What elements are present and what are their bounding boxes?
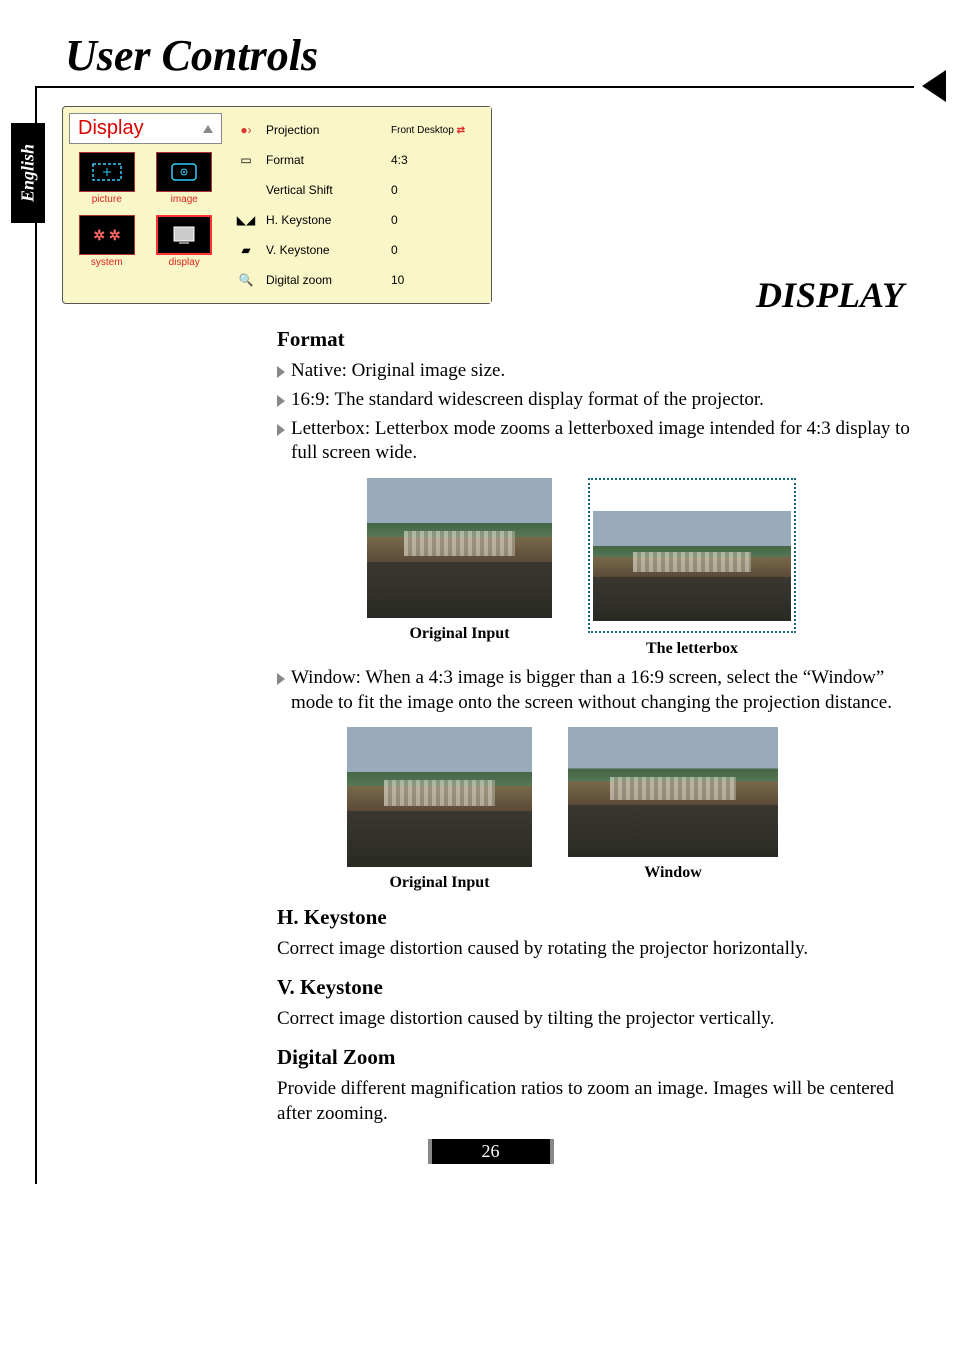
letterbox-example-row: Original Input The letterbox <box>367 478 914 660</box>
hkeystone-icon: ◣◢ <box>234 213 258 227</box>
page-number: 26 <box>428 1139 554 1164</box>
original-input-col-1: Original Input <box>367 478 552 660</box>
vkeystone-heading: V. Keystone <box>277 974 914 1001</box>
osd-tab-display[interactable]: display <box>151 215 219 268</box>
osd-row-vkey[interactable]: ▰ V. Keystone 0 <box>234 235 481 265</box>
osd-row-projection[interactable]: ●› Projection Front Desktop ⇄ <box>234 115 481 145</box>
window-image <box>568 727 778 857</box>
corner-arrow-icon <box>922 70 946 102</box>
digitalzoom-text: Provide different magnification ratios t… <box>277 1077 914 1126</box>
bullet-icon <box>277 673 285 685</box>
osd-projection-value: Front Desktop ⇄ <box>391 125 481 136</box>
projector-icon: ●› <box>234 123 258 137</box>
bullet-icon <box>277 366 285 378</box>
bullet-native-text: Native: Original image size. <box>291 359 914 384</box>
osd-title-bar: Display <box>69 113 222 144</box>
osd-tab-system[interactable]: ✲ ✲ system <box>73 215 141 268</box>
svg-text:✲ ✲: ✲ ✲ <box>93 227 121 243</box>
letterbox-image <box>588 478 796 633</box>
osd-dzoom-label: Digital zoom <box>258 273 391 287</box>
letterbox-col: The letterbox <box>588 478 796 660</box>
bullet-icon <box>277 395 285 407</box>
display-icon <box>164 221 204 249</box>
bullet-letterbox-text: Letterbox: Letterbox mode zooms a letter… <box>291 417 914 466</box>
system-icon: ✲ ✲ <box>87 221 127 249</box>
window-example-row: Original Input Window <box>347 727 914 894</box>
original-input-col-2: Original Input <box>347 727 532 894</box>
content-frame: English Display picture <box>35 86 914 1184</box>
picture-icon <box>87 158 127 186</box>
original-input-caption-2: Original Input <box>389 873 489 894</box>
page-title: User Controls <box>65 30 914 81</box>
page-number-wrap: 26 <box>67 1139 914 1164</box>
osd-tab-image-label: image <box>171 194 198 205</box>
osd-format-value: 4:3 <box>391 153 481 167</box>
osd-vkey-value: 0 <box>391 243 481 257</box>
osd-tab-grid: picture image ✲ ✲ system <box>69 152 222 268</box>
zoom-icon: 🔍 <box>234 273 258 287</box>
osd-title: Display <box>78 117 144 140</box>
bullet-window-text: Window: When a 4:3 image is bigger than … <box>291 666 914 715</box>
osd-tab-system-label: system <box>91 257 123 268</box>
osd-hkey-value: 0 <box>391 213 481 227</box>
osd-vkey-label: V. Keystone <box>258 243 391 257</box>
osd-menu: Display picture image <box>62 106 492 304</box>
bullet-169-text: 16:9: The standard widescreen display fo… <box>291 388 914 413</box>
osd-format-label: Format <box>258 153 391 167</box>
digitalzoom-heading: Digital Zoom <box>277 1044 914 1071</box>
original-input-caption-1: Original Input <box>409 624 509 645</box>
swap-icon: ⇄ <box>457 125 465 136</box>
bullet-letterbox: Letterbox: Letterbox mode zooms a letter… <box>277 417 914 466</box>
osd-row-dzoom[interactable]: 🔍 Digital zoom 10 <box>234 265 481 295</box>
osd-dzoom-value: 10 <box>391 273 481 287</box>
osd-left-panel: Display picture image <box>63 107 228 303</box>
vkeystone-text: Correct image distortion caused by tilti… <box>277 1007 914 1032</box>
osd-vshift-label: Vertical Shift <box>258 183 391 197</box>
osd-vshift-value: 0 <box>391 183 481 197</box>
language-tab: English <box>11 123 45 223</box>
body-content: Format Native: Original image size. 16:9… <box>67 326 914 1127</box>
osd-tab-picture[interactable]: picture <box>73 152 141 205</box>
hkeystone-text: Correct image distortion caused by rotat… <box>277 937 914 962</box>
original-input-image-2 <box>347 727 532 867</box>
vkeystone-icon: ▰ <box>234 243 258 257</box>
image-icon <box>164 158 204 186</box>
osd-right-panel: ●› Projection Front Desktop ⇄ ▭ Format 4… <box>228 107 491 303</box>
osd-row-vshift[interactable]: Vertical Shift 0 <box>234 175 481 205</box>
hkeystone-heading: H. Keystone <box>277 904 914 931</box>
osd-hkey-label: H. Keystone <box>258 213 391 227</box>
osd-title-icon <box>203 125 213 133</box>
window-caption: Window <box>644 863 702 884</box>
osd-tab-display-label: display <box>169 257 200 268</box>
bullet-icon <box>277 424 285 436</box>
osd-row-hkey[interactable]: ◣◢ H. Keystone 0 <box>234 205 481 235</box>
osd-row-format[interactable]: ▭ Format 4:3 <box>234 145 481 175</box>
format-icon: ▭ <box>234 153 258 167</box>
window-col: Window <box>568 727 778 894</box>
format-heading: Format <box>277 326 914 353</box>
osd-projection-label: Projection <box>258 123 391 137</box>
osd-tab-picture-label: picture <box>92 194 122 205</box>
osd-tab-image[interactable]: image <box>151 152 219 205</box>
bullet-native: Native: Original image size. <box>277 359 914 384</box>
original-input-image-1 <box>367 478 552 618</box>
letterbox-caption: The letterbox <box>646 639 738 660</box>
bullet-window: Window: When a 4:3 image is bigger than … <box>277 666 914 715</box>
bullet-169: 16:9: The standard widescreen display fo… <box>277 388 914 413</box>
